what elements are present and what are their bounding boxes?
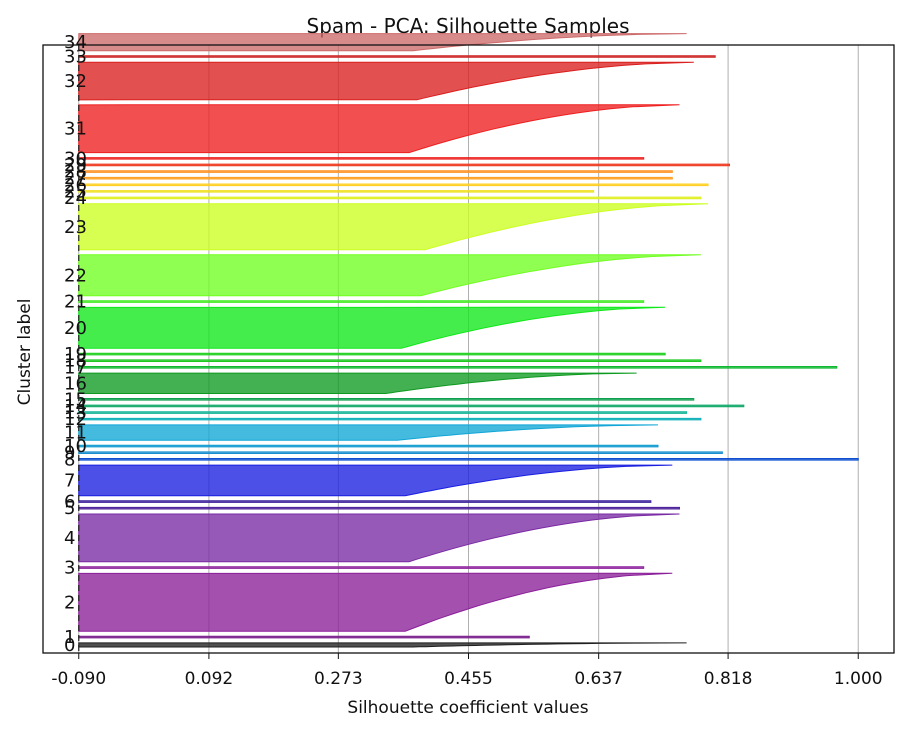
cluster-area-22 (78, 254, 701, 297)
cluster-label: 33 (64, 46, 87, 67)
cluster-label: 31 (64, 119, 87, 140)
cluster-area-2 (78, 572, 673, 632)
cluster-label: 2 (64, 592, 75, 613)
cluster-label: 24 (64, 188, 87, 209)
cluster-area-29 (78, 163, 731, 167)
cluster-label: 1 (64, 627, 75, 648)
cluster-label: 0 (64, 635, 75, 656)
cluster-label: 32 (64, 71, 87, 92)
cluster-label: 22 (64, 265, 87, 286)
cluster-label: 27 (64, 168, 87, 189)
cluster-labels: 0123456789101112131415161718192021222324… (64, 32, 87, 656)
cluster-area-19 (78, 352, 666, 356)
cluster-area-26 (78, 183, 709, 187)
cluster-label: 13 (64, 403, 87, 424)
cluster-label: 4 (64, 528, 75, 549)
x-tick-label: 0.092 (185, 669, 234, 689)
cluster-area-15 (78, 398, 695, 401)
x-tick-label: 1.000 (834, 669, 883, 689)
cluster-label: 29 (64, 155, 87, 176)
cluster-area-12 (78, 417, 702, 421)
cluster-area-4 (78, 513, 680, 563)
cluster-label: 18 (64, 351, 87, 372)
cluster-label: 19 (64, 344, 87, 365)
x-axis-ticks: -0.090 0.092 0.273 0.455 0.637 0.818 1.000 (51, 653, 883, 689)
cluster-label: 20 (64, 318, 87, 339)
x-tick-label: 0.637 (574, 669, 623, 689)
cluster-area-18 (78, 359, 702, 362)
cluster-area-25 (78, 190, 595, 193)
cluster-area-31 (78, 104, 680, 154)
cluster-area-33 (78, 55, 716, 58)
cluster-label: 17 (64, 357, 87, 378)
cluster-label: 30 (64, 148, 87, 169)
cluster-label: 11 (64, 423, 87, 444)
cluster-area-6 (78, 500, 652, 503)
cluster-area-32 (78, 61, 694, 101)
x-tick-label: -0.090 (51, 669, 106, 689)
cluster-label: 26 (64, 175, 87, 196)
cluster-area-30 (78, 157, 645, 160)
cluster-label: 8 (64, 449, 75, 470)
cluster-area-34 (78, 33, 687, 52)
cluster-label: 16 (64, 373, 87, 394)
cluster-area-7 (78, 464, 673, 497)
cluster-label: 5 (64, 498, 75, 519)
x-tick-label: 0.818 (704, 669, 753, 689)
cluster-label: 34 (64, 32, 87, 53)
cluster-label: 10 (64, 436, 87, 457)
cluster-label: 14 (64, 396, 87, 417)
cluster-label: 28 (64, 162, 87, 183)
x-tick-label: 0.273 (314, 669, 363, 689)
cluster-area-8 (78, 457, 859, 461)
cluster-label: 3 (64, 558, 75, 579)
cluster-area-0 (78, 642, 687, 648)
cluster-area-17 (78, 365, 838, 369)
cluster-area-23 (78, 203, 709, 251)
cluster-area-28 (78, 170, 673, 173)
cluster-label: 9 (64, 443, 75, 464)
silhouette-areas (78, 33, 859, 648)
cluster-area-16 (78, 372, 637, 395)
cluster-label: 23 (64, 217, 87, 238)
x-tick-label: 0.455 (444, 669, 493, 689)
cluster-area-21 (78, 300, 645, 303)
cluster-label: 6 (64, 492, 75, 513)
cluster-area-9 (78, 451, 723, 454)
cluster-label: 25 (64, 181, 87, 202)
y-axis-label: Cluster label (15, 299, 35, 406)
cluster-area-13 (78, 411, 688, 414)
cluster-area-11 (78, 424, 659, 441)
cluster-area-14 (78, 404, 745, 408)
cluster-area-24 (78, 196, 702, 200)
cluster-area-3 (78, 566, 645, 569)
cluster-area-20 (78, 306, 666, 349)
cluster-label: 15 (64, 389, 87, 410)
cluster-area-10 (78, 444, 659, 448)
cluster-area-27 (78, 176, 673, 180)
cluster-area-5 (78, 506, 680, 510)
cluster-label: 12 (64, 409, 87, 430)
cluster-area-1 (78, 635, 530, 639)
x-axis-label: Silhouette coefficient values (347, 698, 588, 718)
cluster-label: 21 (64, 292, 87, 313)
cluster-label: 7 (64, 470, 75, 491)
